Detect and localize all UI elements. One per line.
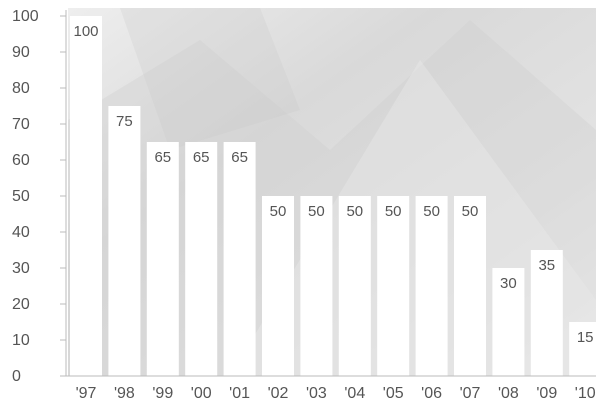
x-tick-label: '01 bbox=[229, 385, 250, 402]
bar bbox=[338, 196, 371, 376]
y-tick-label: 10 bbox=[12, 332, 30, 349]
x-tick-label: '00 bbox=[191, 385, 212, 402]
bar bbox=[300, 196, 333, 376]
x-tick-label: '08 bbox=[498, 385, 519, 402]
y-tick-label: 70 bbox=[12, 116, 30, 133]
bar bbox=[454, 196, 486, 376]
bar bbox=[569, 322, 596, 376]
y-tick-label: 20 bbox=[12, 296, 30, 313]
y-tick-label: 90 bbox=[12, 44, 30, 61]
x-tick-label: '09 bbox=[536, 385, 557, 402]
bar-value-label: 30 bbox=[500, 275, 517, 292]
x-axis: '97 '98 '99 '00 '01 '02 '03 '04 '05 '06 '07 '08 '09 '… bbox=[66, 375, 596, 402]
y-tick-label: 50 bbox=[12, 188, 30, 205]
y-tick-label: 0 bbox=[12, 368, 21, 385]
bar-value-label: 50 bbox=[346, 203, 363, 220]
bar bbox=[108, 106, 141, 376]
bar bbox=[146, 142, 179, 376]
y-tick-label: 30 bbox=[12, 260, 30, 277]
bars-group: 100 75 65 65 65 50 50 50 50 50 50 30 35 15 bbox=[70, 16, 596, 376]
bar bbox=[377, 196, 410, 376]
bar bbox=[415, 196, 448, 376]
bar bbox=[223, 142, 256, 376]
bar-value-label: 65 bbox=[154, 149, 171, 166]
x-tick-label: '07 bbox=[460, 385, 481, 402]
bar bbox=[262, 196, 294, 376]
x-tick-label: '99 bbox=[152, 385, 173, 402]
x-tick-label: '03 bbox=[306, 385, 327, 402]
x-tick-label: '98 bbox=[114, 385, 135, 402]
bar bbox=[70, 16, 102, 376]
bar-value-label: 65 bbox=[193, 149, 210, 166]
bar-value-label: 50 bbox=[423, 203, 440, 220]
bar bbox=[492, 268, 525, 376]
x-tick-label: '02 bbox=[268, 385, 289, 402]
bar-value-label: 35 bbox=[538, 257, 555, 274]
bar bbox=[185, 142, 218, 376]
y-axis: 0 10 20 30 40 50 60 70 80 90 100 bbox=[12, 8, 67, 385]
bar-value-label: 50 bbox=[462, 203, 479, 220]
y-tick-label: 40 bbox=[12, 224, 30, 241]
bar-value-label: 100 bbox=[73, 23, 98, 40]
x-tick-label: '10 bbox=[575, 385, 596, 402]
bar-value-label: 50 bbox=[385, 203, 402, 220]
x-tick-label: '06 bbox=[421, 385, 442, 402]
x-tick-label: '05 bbox=[383, 385, 404, 402]
bar-value-label: 75 bbox=[116, 113, 133, 130]
bar-value-label: 50 bbox=[308, 203, 325, 220]
y-tick-label: 80 bbox=[12, 80, 30, 97]
x-tick-label: '97 bbox=[76, 385, 97, 402]
bar-value-label: 65 bbox=[231, 149, 248, 166]
bar-value-label: 15 bbox=[577, 329, 594, 346]
bar-value-label: 50 bbox=[270, 203, 287, 220]
y-tick-label: 60 bbox=[12, 152, 30, 169]
bar bbox=[530, 250, 563, 376]
y-tick-label: 100 bbox=[12, 8, 39, 25]
x-tick-label: '04 bbox=[344, 385, 365, 402]
